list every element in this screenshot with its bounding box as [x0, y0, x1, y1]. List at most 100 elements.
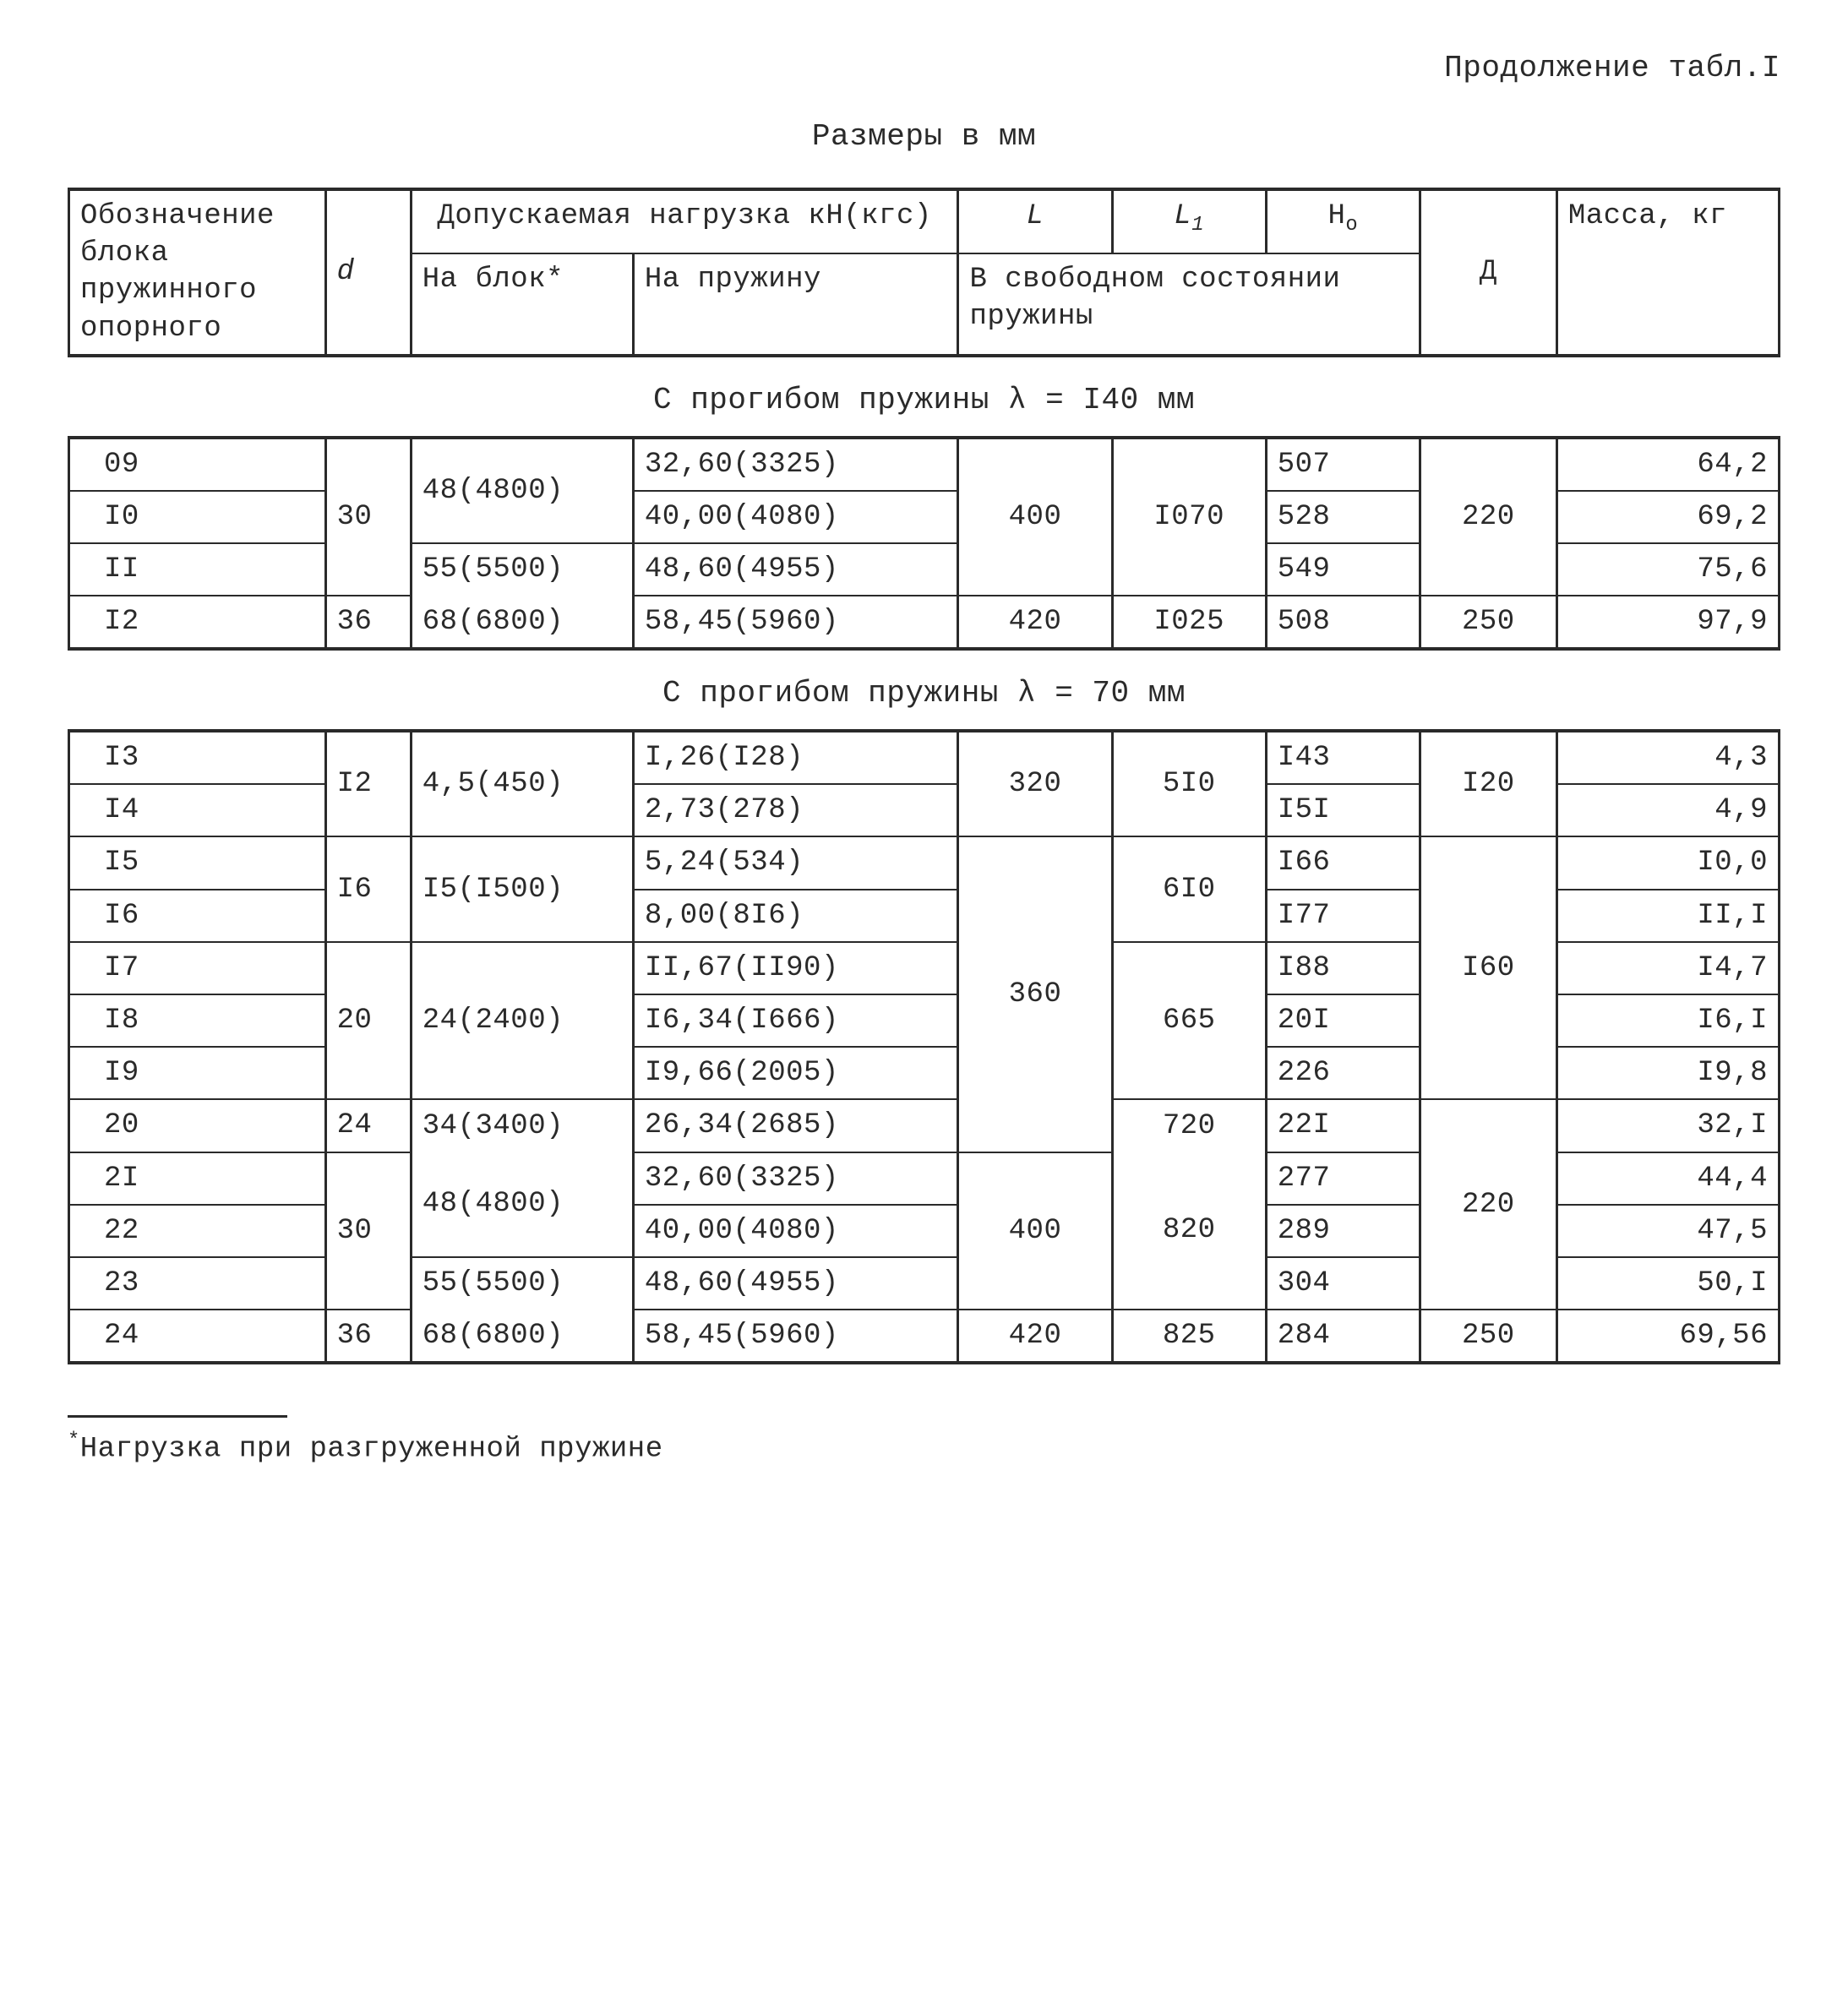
cell: 48(4800)	[411, 1152, 633, 1257]
cell: 4,5(450)	[411, 731, 633, 836]
cell: 64,2	[1556, 438, 1779, 491]
cell: I77	[1266, 890, 1420, 942]
cell: I5	[69, 836, 326, 889]
cell: II	[69, 543, 326, 596]
cell: I6	[325, 836, 411, 941]
cell: I20	[1420, 731, 1556, 836]
cell: 26,34(2685)	[633, 1099, 958, 1152]
cell: На блок*	[411, 253, 633, 356]
cell: 720	[1112, 1099, 1266, 1152]
cell: I9	[69, 1047, 326, 1099]
cell: 226	[1266, 1047, 1420, 1099]
cell: 220	[1420, 1099, 1556, 1310]
cell: I6,I	[1556, 994, 1779, 1047]
cell: 47,5	[1556, 1205, 1779, 1257]
spring-block-table: Обозначение блока пружинного опорногоdДо…	[68, 188, 1780, 1364]
cell: 6I0	[1112, 836, 1266, 941]
cell: 304	[1266, 1257, 1420, 1310]
cell: 825	[1112, 1310, 1266, 1363]
cell: 58,45(5960)	[633, 596, 958, 649]
cell: I66	[1266, 836, 1420, 889]
cell: I5(I500)	[411, 836, 633, 941]
cell: 420	[958, 1310, 1112, 1363]
cell: 4,9	[1556, 784, 1779, 836]
cell: 36	[325, 596, 411, 649]
cell: 48,60(4955)	[633, 1257, 958, 1310]
cell: 44,4	[1556, 1152, 1779, 1205]
cell: I4,7	[1556, 942, 1779, 994]
cell: 48,60(4955)	[633, 543, 958, 596]
cell: 20	[325, 942, 411, 1100]
cell: 30	[325, 438, 411, 596]
cell: 400	[958, 1152, 1112, 1310]
cell: 32,60(3325)	[633, 1152, 958, 1205]
cell: 2I	[69, 1152, 326, 1205]
cell: 4,3	[1556, 731, 1779, 784]
footnote-mark: *	[68, 1430, 80, 1452]
cell: 40,00(4080)	[633, 491, 958, 543]
cell: Д	[1420, 189, 1556, 356]
cell: 549	[1266, 543, 1420, 596]
footnote-text: Нагрузка при разгруженной пружине	[80, 1434, 663, 1466]
footnote-rule	[68, 1415, 287, 1418]
cell: Масса, кг	[1556, 189, 1779, 356]
cell: 320	[958, 731, 1112, 836]
cell: 289	[1266, 1205, 1420, 1257]
cell: 69,2	[1556, 491, 1779, 543]
section-title: С прогибом пружины λ = 70 мм	[69, 649, 1780, 731]
cell: 2,73(278)	[633, 784, 958, 836]
cell: На пружину	[633, 253, 958, 356]
cell: I2	[69, 596, 326, 649]
cell: 508	[1266, 596, 1420, 649]
cell: L1	[1112, 189, 1266, 253]
cell: 20	[69, 1099, 326, 1152]
cell: I4	[69, 784, 326, 836]
cell: 40,00(4080)	[633, 1205, 958, 1257]
cell: I9,8	[1556, 1047, 1779, 1099]
cell: 68(6800)	[411, 596, 633, 649]
cell: II,67(II90)	[633, 942, 958, 994]
cell: 24	[325, 1099, 411, 1152]
cell: I025	[1112, 596, 1266, 649]
cell: d	[325, 189, 411, 356]
cell: I88	[1266, 942, 1420, 994]
cell: 665	[1112, 942, 1266, 1100]
cell: 58,45(5960)	[633, 1310, 958, 1363]
cell: I6,34(I666)	[633, 994, 958, 1047]
table-continuation: Продолжение табл.I	[68, 51, 1780, 85]
section-title: С прогибом пружины λ = I40 мм	[69, 356, 1780, 438]
cell: 24(2400)	[411, 942, 633, 1100]
cell: I8	[69, 994, 326, 1047]
cell: 20I	[1266, 994, 1420, 1047]
cell: 220	[1420, 438, 1556, 596]
cell: 55(5500)	[411, 1257, 633, 1310]
footnote: *Нагрузка при разгруженной пружине	[68, 1430, 1780, 1465]
cell: I5I	[1266, 784, 1420, 836]
cell: I0,0	[1556, 836, 1779, 889]
cell: 420	[958, 596, 1112, 649]
cell: I070	[1112, 438, 1266, 596]
cell: II,I	[1556, 890, 1779, 942]
cell: 97,9	[1556, 596, 1779, 649]
cell: 820	[1112, 1152, 1266, 1310]
cell: I0	[69, 491, 326, 543]
cell: 55(5500)	[411, 543, 633, 596]
cell: 24	[69, 1310, 326, 1363]
cell: 8,00(8I6)	[633, 890, 958, 942]
cell: 528	[1266, 491, 1420, 543]
cell: 34(3400)	[411, 1099, 633, 1152]
cell: 22	[69, 1205, 326, 1257]
dimensions-note: Размеры в мм	[68, 119, 1780, 154]
cell: 48(4800)	[411, 438, 633, 543]
cell: 32,I	[1556, 1099, 1779, 1152]
cell: 30	[325, 1152, 411, 1310]
cell: 23	[69, 1257, 326, 1310]
cell: 32,60(3325)	[633, 438, 958, 491]
cell: 5I0	[1112, 731, 1266, 836]
cell: 400	[958, 438, 1112, 596]
cell: 250	[1420, 1310, 1556, 1363]
cell: L	[958, 189, 1112, 253]
cell: I3	[69, 731, 326, 784]
cell: 360	[958, 836, 1112, 1152]
cell: I2	[325, 731, 411, 836]
